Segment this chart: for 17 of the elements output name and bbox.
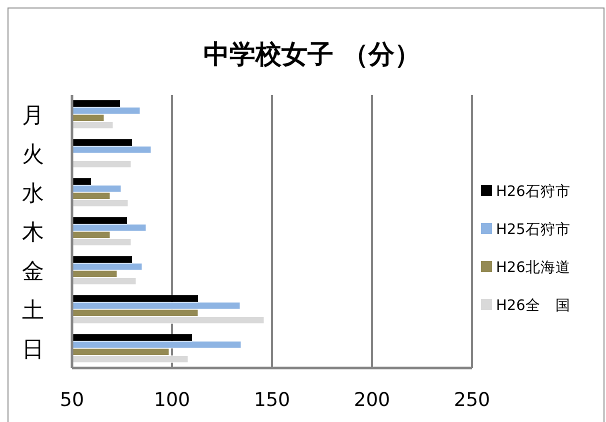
x-tick-label: 100 [154,389,190,411]
legend-label: H26北海道 [496,259,570,276]
legend-label: H26石狩市 [496,183,570,200]
legend-label: H25石狩市 [496,221,570,238]
x-tick-label: 50 [60,389,84,411]
y-tick-label: 月 [22,104,44,128]
y-tick-label: 金 [22,260,44,284]
legend-label: H26全 国 [496,297,570,314]
chart-title: 中学校女子 （分） [203,40,421,70]
x-tick-label: 150 [254,389,290,411]
y-tick-label: 木 [22,220,44,246]
y-tick-label: 水 [22,182,44,206]
x-tick-label: 250 [454,389,490,411]
y-tick-label: 火 [22,142,44,168]
y-tick-label: 土 [22,298,44,324]
x-tick-label: 200 [354,389,390,411]
y-tick-label: 日 [22,338,44,362]
